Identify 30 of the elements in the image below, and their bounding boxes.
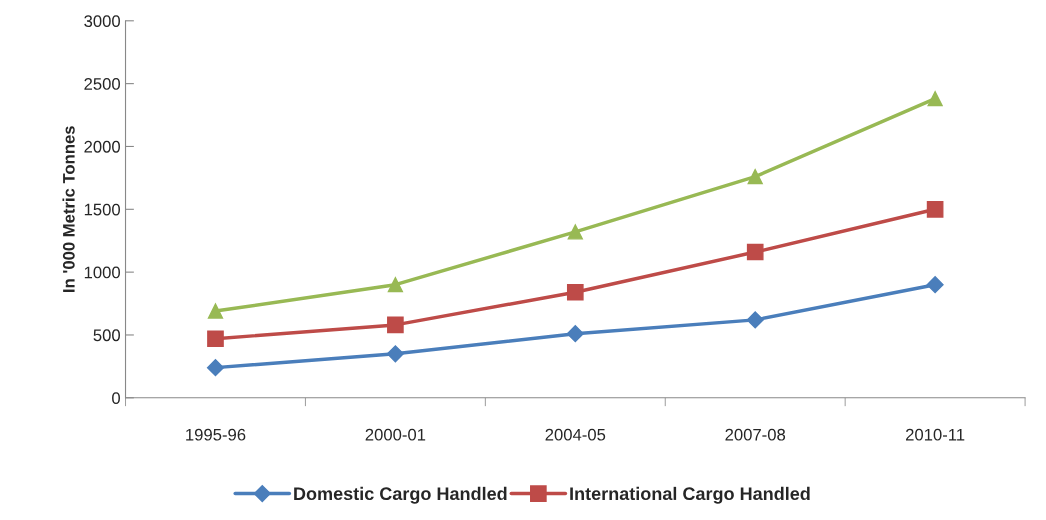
x-tick-label: 2000-01 xyxy=(365,428,426,441)
point xyxy=(386,345,404,363)
legend-label: Domestic Cargo Handled xyxy=(294,486,507,504)
legend-label: International Cargo Handled xyxy=(570,486,810,504)
point xyxy=(927,91,943,107)
y-axis-title: In '000 Metric Tonnes xyxy=(62,126,75,292)
point xyxy=(387,277,404,293)
x-tick-label: 2007-08 xyxy=(725,428,786,441)
point xyxy=(926,276,944,294)
point xyxy=(206,359,225,377)
x-tick-label: 2004-05 xyxy=(545,428,606,441)
point xyxy=(926,200,944,218)
y-tick-label: 1500 xyxy=(84,203,121,216)
point xyxy=(747,168,763,185)
x-tick-label: 1995-96 xyxy=(186,428,246,441)
y-tick-label: 2000 xyxy=(84,140,121,153)
x-tick-label: 2010-11 xyxy=(906,428,965,441)
y-tick-label: 2500 xyxy=(84,78,121,90)
point xyxy=(746,311,764,329)
point xyxy=(207,303,224,319)
point xyxy=(207,330,224,348)
y-tick-label: 3000 xyxy=(84,15,121,27)
y-tick-label: 0 xyxy=(112,392,121,404)
point xyxy=(567,224,583,240)
point xyxy=(746,243,764,261)
point xyxy=(566,325,584,343)
point xyxy=(566,283,584,301)
y-tick-label: 500 xyxy=(93,329,121,342)
y-tick-label: 1000 xyxy=(84,266,121,279)
point xyxy=(387,316,404,334)
